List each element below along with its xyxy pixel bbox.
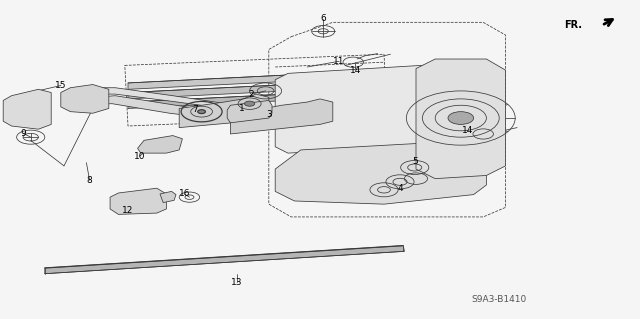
Text: 11: 11	[333, 57, 345, 66]
Polygon shape	[230, 99, 333, 134]
Text: 1: 1	[239, 104, 244, 113]
Polygon shape	[179, 94, 269, 128]
Polygon shape	[110, 188, 166, 214]
Text: 14: 14	[349, 66, 361, 75]
Circle shape	[198, 110, 205, 114]
Text: 2: 2	[249, 90, 254, 99]
Polygon shape	[61, 85, 109, 113]
Polygon shape	[128, 70, 384, 89]
Polygon shape	[3, 89, 51, 129]
Text: 10: 10	[134, 152, 145, 161]
Polygon shape	[128, 80, 384, 99]
Polygon shape	[128, 89, 384, 108]
Text: FR.: FR.	[564, 20, 582, 30]
Circle shape	[244, 101, 255, 106]
Text: 4: 4	[397, 184, 403, 193]
Text: 8: 8	[87, 176, 92, 185]
Text: 5: 5	[412, 157, 417, 166]
Text: 13: 13	[231, 278, 243, 287]
Polygon shape	[227, 100, 272, 123]
Text: 3: 3	[266, 110, 271, 119]
Polygon shape	[138, 136, 182, 153]
Text: 6: 6	[321, 14, 326, 23]
Polygon shape	[416, 59, 506, 179]
Polygon shape	[275, 144, 486, 204]
Polygon shape	[74, 96, 237, 121]
Polygon shape	[74, 88, 237, 110]
Text: S9A3-B1410: S9A3-B1410	[472, 295, 527, 304]
Polygon shape	[275, 64, 467, 153]
Polygon shape	[45, 246, 404, 274]
Text: 15: 15	[55, 81, 67, 90]
Text: 9: 9	[20, 129, 26, 138]
Circle shape	[448, 112, 474, 124]
Polygon shape	[160, 191, 176, 203]
Text: 12: 12	[122, 206, 134, 215]
Text: 16: 16	[179, 189, 190, 198]
Text: 7: 7	[193, 105, 198, 114]
Text: 14: 14	[461, 126, 473, 135]
